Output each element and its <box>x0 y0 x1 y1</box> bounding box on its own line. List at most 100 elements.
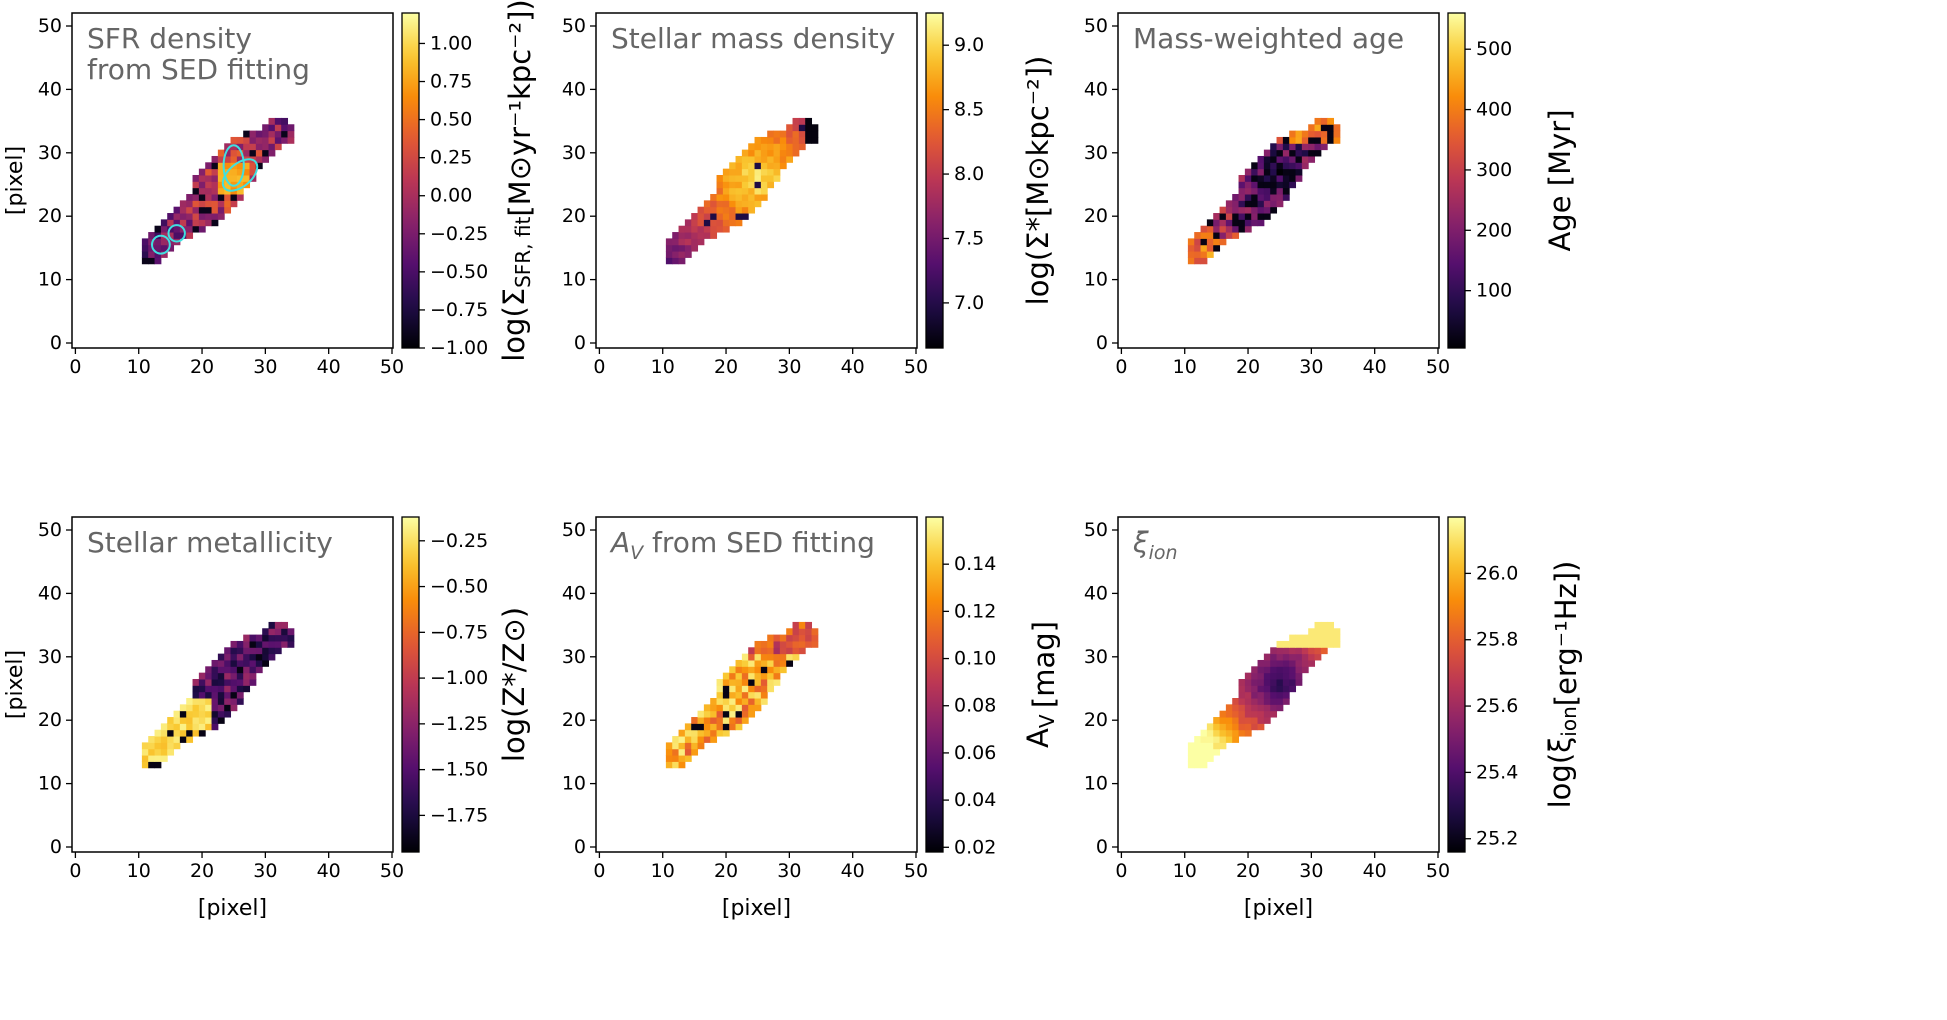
heatmap-cell <box>786 155 794 163</box>
x-tick-label: 20 <box>714 860 738 882</box>
heatmap-cell <box>1263 187 1271 195</box>
heatmap-cell <box>141 244 149 252</box>
x-tick-label: 50 <box>380 356 404 378</box>
heatmap-cell <box>735 194 743 201</box>
panel-metallicity: 0 10 20 30 40 50 0 10 20 30 40 50 [pixel] [pixel] Stel… <box>3 516 531 921</box>
heatmap-cell <box>230 200 238 208</box>
heatmap-cell <box>1257 168 1265 176</box>
heatmap-cell <box>729 685 737 693</box>
x-tick-label: 30 <box>1299 860 1323 882</box>
heatmap-cell <box>710 698 718 705</box>
heatmap-cell <box>173 232 181 239</box>
heatmap-cell <box>735 181 743 189</box>
heatmap-cell <box>211 659 219 667</box>
heatmap-cell <box>1263 717 1271 724</box>
x-tick-label: 0 <box>593 356 605 378</box>
heatmap-cell <box>230 174 238 182</box>
heatmap-cell <box>211 710 219 718</box>
heatmap-cell <box>1263 181 1271 189</box>
heatmap-cell <box>760 685 768 693</box>
heatmap-cell <box>729 194 737 201</box>
heatmap-cell <box>243 659 251 667</box>
y-tick-label: 0 <box>1096 836 1108 858</box>
heatmap-cell <box>773 672 781 680</box>
heatmap-cell <box>243 647 251 655</box>
heatmap-cell <box>1308 634 1316 642</box>
y-tick-label: 40 <box>38 78 62 100</box>
heatmap-cell <box>735 174 743 182</box>
heatmap-cell <box>729 723 737 731</box>
heatmap-cell <box>1295 130 1303 138</box>
heatmap-cell <box>1232 704 1240 712</box>
heatmap-cell <box>716 225 724 233</box>
heatmap-cell <box>255 634 263 642</box>
heatmap-cell <box>703 717 711 724</box>
heatmap-cell <box>198 717 206 724</box>
heatmap-cell <box>722 174 730 182</box>
heatmap-cell <box>255 136 263 144</box>
heatmap-cell <box>1200 755 1208 762</box>
heatmap-cell <box>1289 174 1297 182</box>
heatmap-cell <box>1244 710 1252 718</box>
heatmap-cell <box>703 200 711 208</box>
heatmap-cell <box>684 238 692 246</box>
heatmap-cell <box>249 647 257 655</box>
heatmap-cell <box>703 206 711 214</box>
heatmap-cell <box>211 194 219 201</box>
heatmap-cell <box>1270 672 1278 680</box>
colorbar-tick-label: 300 <box>1476 159 1512 181</box>
heatmap-cell <box>224 659 232 667</box>
colorbar <box>1447 12 1466 349</box>
heatmap-cell <box>735 717 743 724</box>
heatmap-cell <box>703 225 711 233</box>
x-axis-label: [pixel] <box>722 896 791 921</box>
y-tick-label: 0 <box>1096 332 1108 354</box>
heatmap-cell <box>211 181 219 189</box>
heatmap-cell <box>1263 659 1271 667</box>
heatmap-cell <box>678 238 686 246</box>
heatmap-cell <box>186 225 194 233</box>
heatmap-cell <box>1282 685 1290 693</box>
heatmap-cell <box>230 181 238 189</box>
heatmap-cell <box>1327 621 1335 629</box>
heatmap-cell <box>1289 672 1297 680</box>
heatmap-cell <box>198 194 206 201</box>
heatmap-cell <box>722 704 730 712</box>
heatmap-cell <box>1308 136 1316 144</box>
heatmap-cell <box>1276 155 1284 163</box>
heatmap-cell <box>767 162 775 170</box>
heatmap-cell <box>1232 698 1240 705</box>
heatmap-cell <box>1276 698 1284 705</box>
heatmap-cell <box>268 130 276 138</box>
heatmap-cell <box>186 200 194 208</box>
heatmap-cell <box>224 143 232 151</box>
heatmap-cell <box>754 653 762 661</box>
heatmap-cell <box>805 130 813 138</box>
heatmap-age <box>1187 117 1341 265</box>
heatmap-cell <box>1200 232 1208 239</box>
heatmap-cell <box>1244 704 1252 712</box>
heatmap-cell <box>798 621 806 629</box>
heatmap-cell <box>1301 634 1309 642</box>
heatmap-cell <box>748 194 756 201</box>
heatmap-cell <box>281 124 289 132</box>
heatmap-cell <box>665 761 673 769</box>
heatmap-cell <box>773 149 781 157</box>
heatmap-cell <box>703 723 711 731</box>
heatmap-cell <box>665 238 673 246</box>
heatmap-cell <box>186 194 194 201</box>
heatmap-cell <box>1238 225 1246 233</box>
heatmap-cell <box>224 704 232 712</box>
heatmap-cell <box>179 710 187 718</box>
heatmap-cell <box>741 685 749 693</box>
heatmap-cell <box>1194 244 1202 252</box>
heatmap-cell <box>798 640 806 648</box>
heatmap-cell <box>773 634 781 642</box>
heatmap-cell <box>754 143 762 151</box>
heatmap-cell <box>211 672 219 680</box>
heatmap-cell <box>236 174 244 182</box>
heatmap-cell <box>1257 162 1265 170</box>
heatmap-cell <box>684 225 692 233</box>
heatmap-cell <box>729 168 737 176</box>
heatmap-cell <box>665 257 673 265</box>
